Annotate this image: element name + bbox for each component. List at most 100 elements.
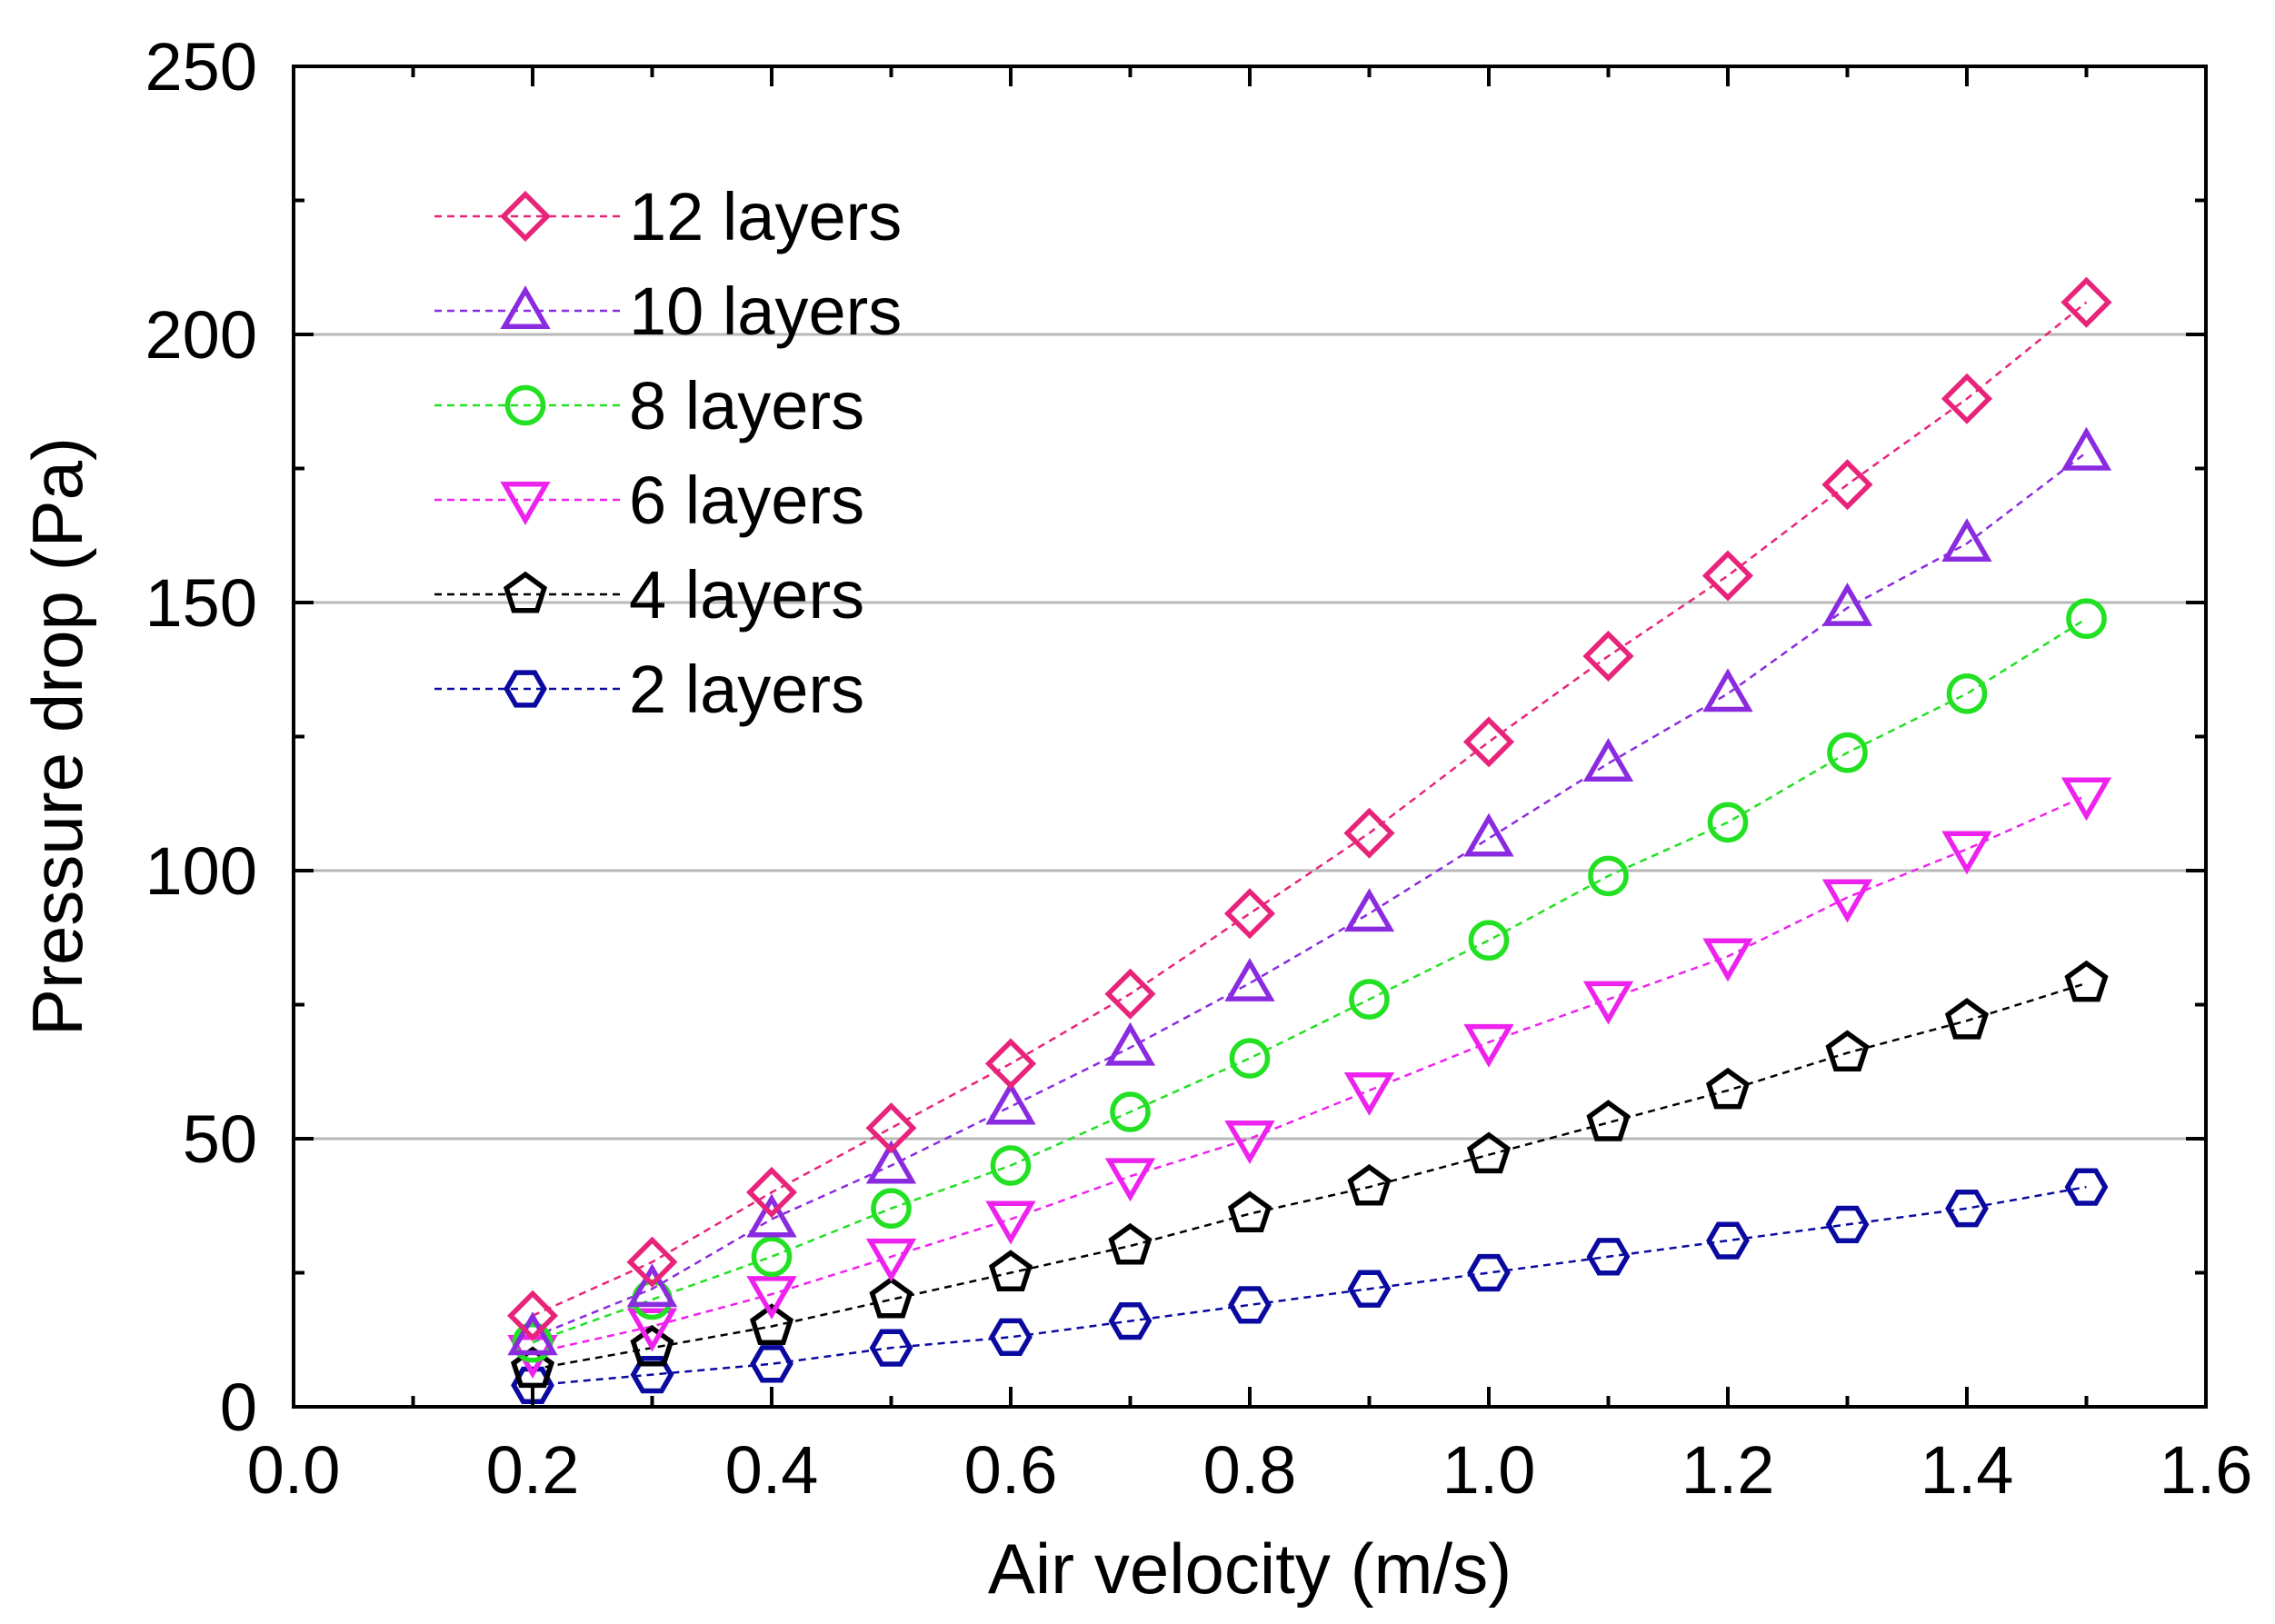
legend-item-12-layers: 12 layers — [434, 179, 902, 254]
x-axis-title: Air velocity (m/s) — [988, 1529, 1512, 1609]
data-point-12-layers — [1343, 807, 1395, 859]
data-point-4-layers — [2064, 960, 2109, 1002]
x-tick-label: 0.2 — [486, 1432, 580, 1508]
data-point-10-layers — [1941, 518, 1992, 563]
data-point-10-layers — [1104, 1021, 1156, 1066]
data-point-10-layers — [1224, 958, 1275, 1001]
data-point-10-layers — [507, 1311, 558, 1356]
legend-label-2-layers: 2 layers — [629, 652, 864, 727]
data-point-12-layers — [1941, 373, 1993, 424]
data-point-6-layers — [626, 1308, 678, 1352]
data-point-4-layers — [1705, 1067, 1751, 1110]
data-point-8-layers — [990, 1145, 1032, 1186]
legend-item-8-layers: 8 layers — [434, 368, 864, 443]
data-point-8-layers — [2066, 598, 2107, 640]
legend-item-6-layers: 6 layers — [434, 463, 864, 538]
legend-label-6-layers: 6 layers — [629, 463, 864, 538]
data-point-12-layers — [865, 1102, 917, 1154]
data-point-4-layers — [1108, 1222, 1152, 1265]
data-point-2-layers — [511, 1366, 554, 1405]
data-point-12-layers — [1223, 888, 1276, 940]
x-tick-label: 0.0 — [247, 1432, 341, 1508]
legend-label-8-layers: 8 layers — [629, 368, 864, 443]
data-point-4-layers — [749, 1303, 794, 1345]
data-point-6-layers — [1343, 1071, 1395, 1116]
data-point-12-layers — [746, 1166, 797, 1219]
data-point-12-layers — [1821, 459, 1873, 511]
x-tick-label: 1.4 — [1921, 1432, 2014, 1508]
data-point-2-layers — [630, 1355, 674, 1394]
data-point-2-layers — [1467, 1253, 1511, 1292]
y-tick-label: 50 — [183, 1101, 257, 1177]
data-point-2-layers — [750, 1345, 793, 1383]
legend-item-10-layers: 10 layers — [434, 274, 902, 349]
data-point-10-layers — [1463, 812, 1514, 857]
data-point-12-layers — [507, 1290, 558, 1341]
legend-marker-2-layers — [504, 670, 547, 708]
data-point-4-layers — [988, 1250, 1033, 1291]
data-point-10-layers — [626, 1263, 678, 1308]
x-tick-label: 0.4 — [725, 1432, 819, 1508]
legend: 12 layers 10 layers 8 layers 6 layers 4 laye… — [434, 179, 902, 727]
data-point-6-layers — [1941, 831, 1992, 875]
data-point-4-layers — [869, 1276, 913, 1319]
y-tick-label: 200 — [145, 297, 257, 373]
legend-marker-12-layers — [500, 190, 551, 242]
data-point-12-layers — [1582, 630, 1634, 682]
data-point-4-layers — [510, 1346, 555, 1389]
data-point-2-layers — [2064, 1168, 2109, 1206]
data-point-6-layers — [1104, 1158, 1156, 1202]
data-point-4-layers — [630, 1324, 674, 1367]
data-point-2-layers — [1825, 1205, 1870, 1244]
x-tick-label: 0.6 — [964, 1432, 1058, 1508]
y-tick-label: 150 — [145, 565, 257, 641]
data-point-8-layers — [1827, 732, 1868, 773]
data-point-8-layers — [751, 1236, 793, 1278]
x-tick-label: 1.2 — [1681, 1432, 1775, 1508]
data-point-2-layers — [869, 1329, 913, 1367]
data-point-6-layers — [1702, 938, 1753, 982]
gridlines — [294, 333, 2206, 1141]
data-point-4-layers — [1586, 1100, 1631, 1141]
series-line-2-layers — [532, 1185, 2087, 1387]
x-tick-label: 1.6 — [2160, 1432, 2253, 1508]
data-point-2-layers — [1586, 1238, 1631, 1276]
legend-label-10-layers: 10 layers — [629, 274, 902, 349]
legend-item-4-layers: 4 layers — [434, 557, 864, 633]
data-point-12-layers — [626, 1236, 678, 1288]
data-point-6-layers — [985, 1201, 1036, 1245]
data-point-10-layers — [865, 1140, 917, 1184]
data-point-10-layers — [1821, 583, 1873, 626]
data-point-12-layers — [2060, 276, 2112, 328]
legend-item-2-layers: 2 layers — [434, 652, 864, 727]
data-point-6-layers — [2060, 777, 2112, 822]
series-line-4-layers — [532, 981, 2087, 1370]
data-point-2-layers — [1228, 1286, 1272, 1324]
x-tick-label: 0.8 — [1203, 1432, 1297, 1508]
data-point-4-layers — [1825, 1030, 1870, 1072]
data-point-8-layers — [1946, 673, 1988, 714]
data-point-2-layers — [1108, 1301, 1152, 1340]
data-point-6-layers — [1821, 879, 1873, 923]
x-tick-label: 1.0 — [1442, 1432, 1536, 1508]
data-point-8-layers — [1229, 1038, 1271, 1079]
axis-ticks — [292, 65, 2208, 1409]
y-tick-label: 250 — [145, 29, 257, 105]
data-point-12-layers — [1104, 968, 1156, 1020]
legend-marker-10-layers — [500, 285, 551, 329]
y-axis-title: Pressure drop (Pa) — [17, 437, 97, 1036]
data-point-8-layers — [1110, 1091, 1151, 1132]
y-tick-label: 0 — [220, 1370, 257, 1445]
data-point-12-layers — [984, 1038, 1037, 1090]
data-point-6-layers — [865, 1238, 917, 1282]
data-point-10-layers — [1343, 888, 1395, 932]
data-point-8-layers — [1707, 802, 1749, 843]
data-point-4-layers — [1944, 998, 1990, 1040]
data-point-10-layers — [985, 1081, 1036, 1125]
data-point-6-layers — [1224, 1121, 1275, 1165]
data-point-10-layers — [1582, 737, 1634, 782]
series-line-6-layers — [532, 794, 2088, 1355]
data-point-10-layers — [2060, 426, 2112, 471]
y-tick-label: 100 — [145, 833, 257, 909]
data-point-6-layers — [1463, 1023, 1514, 1068]
